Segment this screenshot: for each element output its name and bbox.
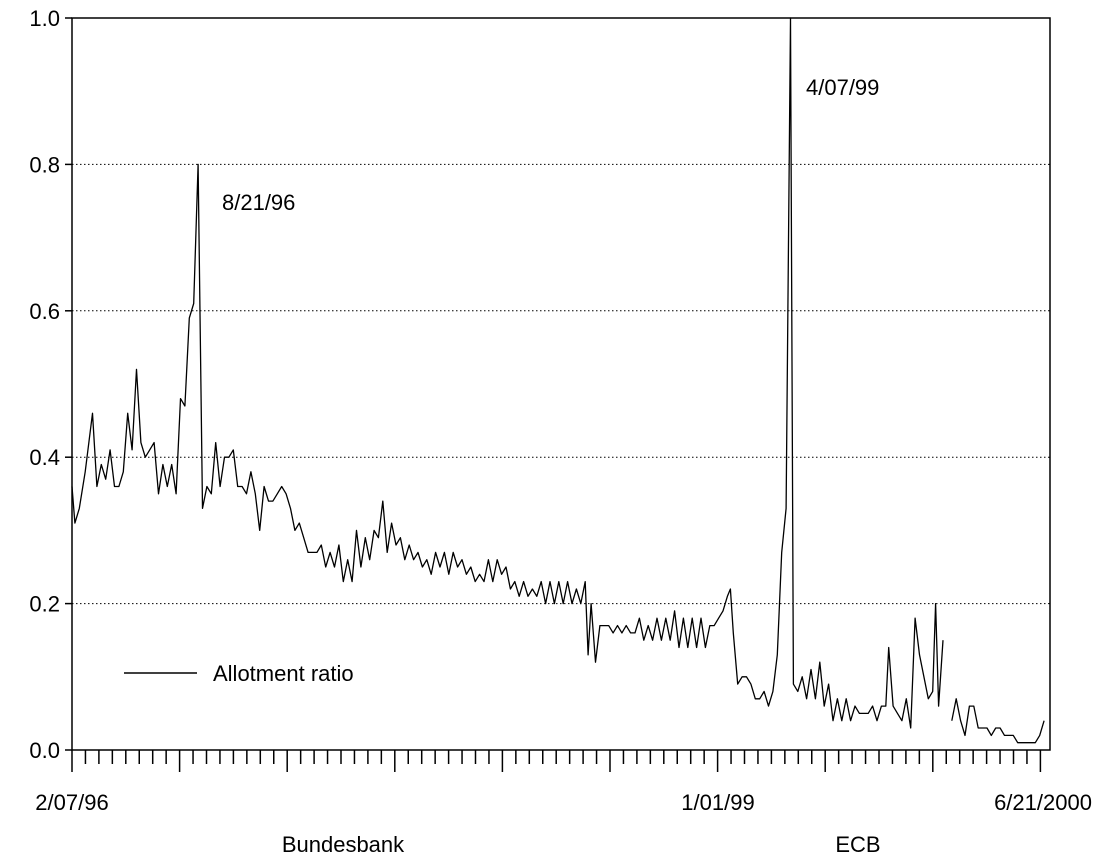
- legend-label: Allotment ratio: [213, 661, 354, 686]
- y-tick-label-3: 0.6: [29, 299, 60, 324]
- y-tick-label-1: 0.2: [29, 592, 60, 617]
- plot-frame: [71, 17, 1051, 751]
- x-tick-label-ecb-start: 1/01/99: [681, 790, 754, 815]
- annotation-peak-1996: 8/21/96: [222, 190, 295, 215]
- y-tick-labels: 0.0 0.2 0.4 0.6 0.8 1.0: [29, 6, 60, 763]
- y-tick-label-2: 0.4: [29, 445, 60, 470]
- gridlines: [65, 17, 1050, 751]
- y-tick-label-5: 1.0: [29, 6, 60, 31]
- x-ticks: [71, 750, 1042, 772]
- series-layer: [71, 17, 1045, 744]
- y-tick-label-0: 0.0: [29, 738, 60, 763]
- series-line-allotment-ratio-segment-0: [71, 17, 944, 729]
- x-tick-label-start: 2/07/96: [35, 790, 108, 815]
- regime-label-ecb: ECB: [835, 832, 880, 857]
- y-tick-label-4: 0.8: [29, 152, 60, 177]
- x-tick-label-end: 6/21/2000: [994, 790, 1092, 815]
- legend: Allotment ratio: [124, 661, 354, 686]
- annotation-peak-1999: 4/07/99: [806, 75, 879, 100]
- series-line-allotment-ratio-segment-1: [951, 698, 1045, 744]
- regime-label-bundesbank: Bundesbank: [282, 832, 405, 857]
